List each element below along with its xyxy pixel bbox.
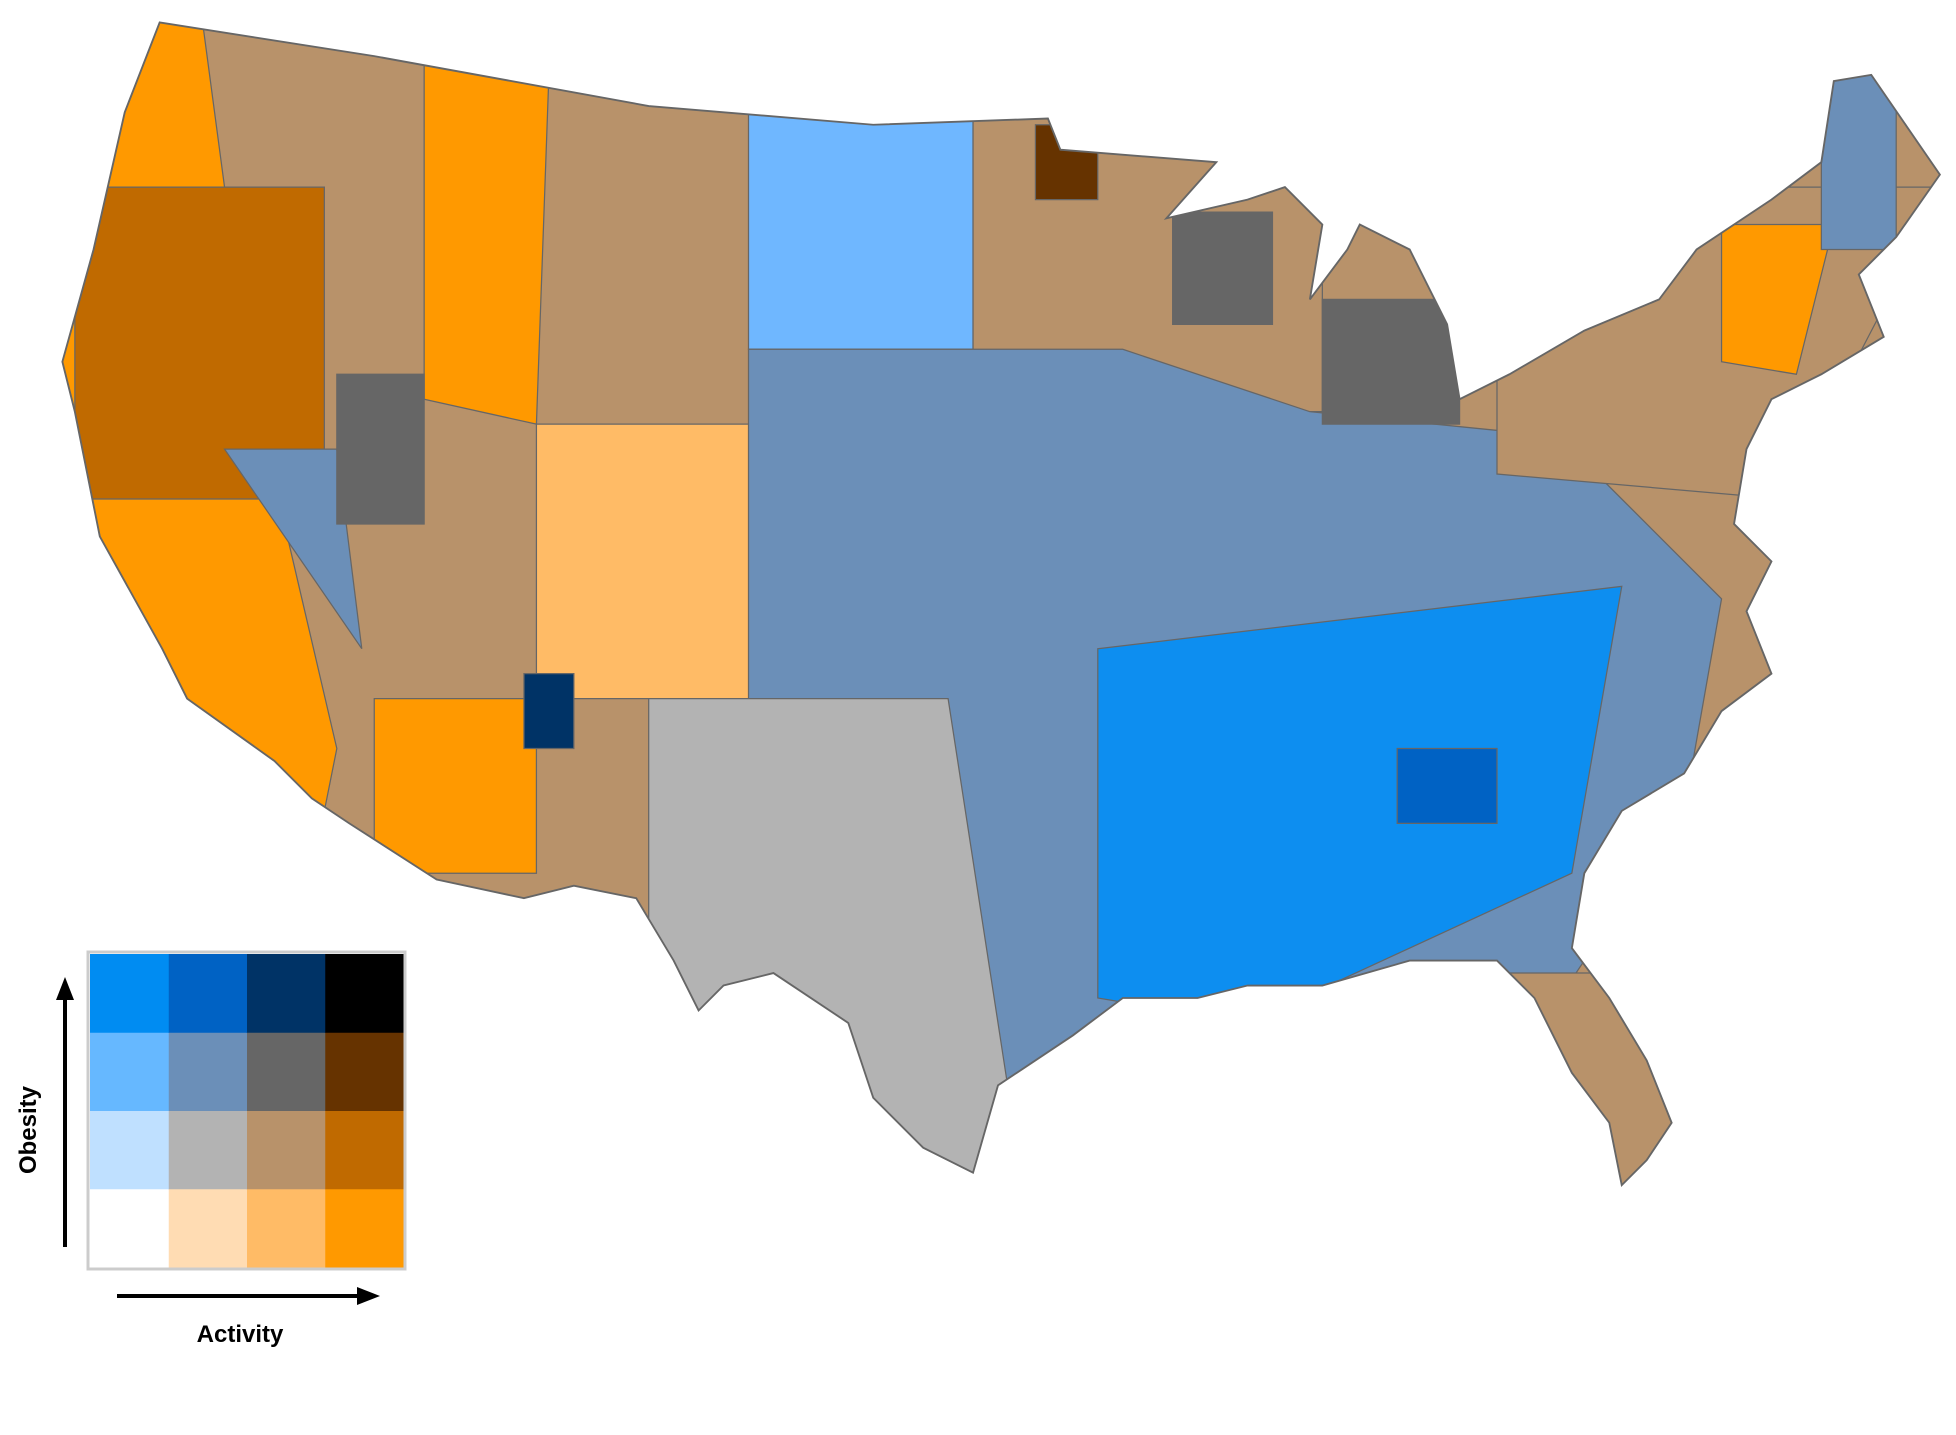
legend-cell <box>246 1110 326 1190</box>
legend-cell <box>168 1110 247 1190</box>
legend-cell <box>168 954 247 1033</box>
map-region <box>373 697 538 874</box>
map-region <box>223 448 363 650</box>
y-label: Obesity <box>15 1085 42 1174</box>
legend-cell <box>90 954 169 1033</box>
map-region <box>1396 747 1498 824</box>
legend-cell <box>246 1032 326 1111</box>
us-outline <box>61 21 1942 1188</box>
legend-cell <box>168 1188 247 1268</box>
legend-cell <box>168 1032 247 1111</box>
y-arrow-head <box>56 977 74 1000</box>
legend-cell <box>246 954 326 1033</box>
x-label: Activity <box>197 1321 284 1348</box>
legend-cell <box>90 1188 169 1268</box>
map-region <box>747 111 974 350</box>
map-region <box>1321 298 1461 425</box>
map-region <box>1034 124 1099 201</box>
legend: Obesity Activity <box>15 950 407 1348</box>
map-region <box>1097 585 1623 1024</box>
x-arrow-head <box>357 1287 380 1305</box>
legend-cell <box>246 1188 326 1268</box>
legend-cell <box>90 1032 169 1111</box>
map-region <box>423 49 550 425</box>
legend-cell <box>324 1110 404 1190</box>
map-region <box>1172 211 1274 325</box>
map-region <box>523 673 575 750</box>
legend-cell <box>90 1110 169 1190</box>
map-region <box>336 373 425 525</box>
legend-cell <box>324 1032 404 1111</box>
map-region <box>1820 74 1897 251</box>
legend-cell <box>324 954 404 1033</box>
legend-frame <box>86 950 407 1271</box>
map-region <box>1720 223 1835 375</box>
legend-cell <box>324 1188 404 1268</box>
